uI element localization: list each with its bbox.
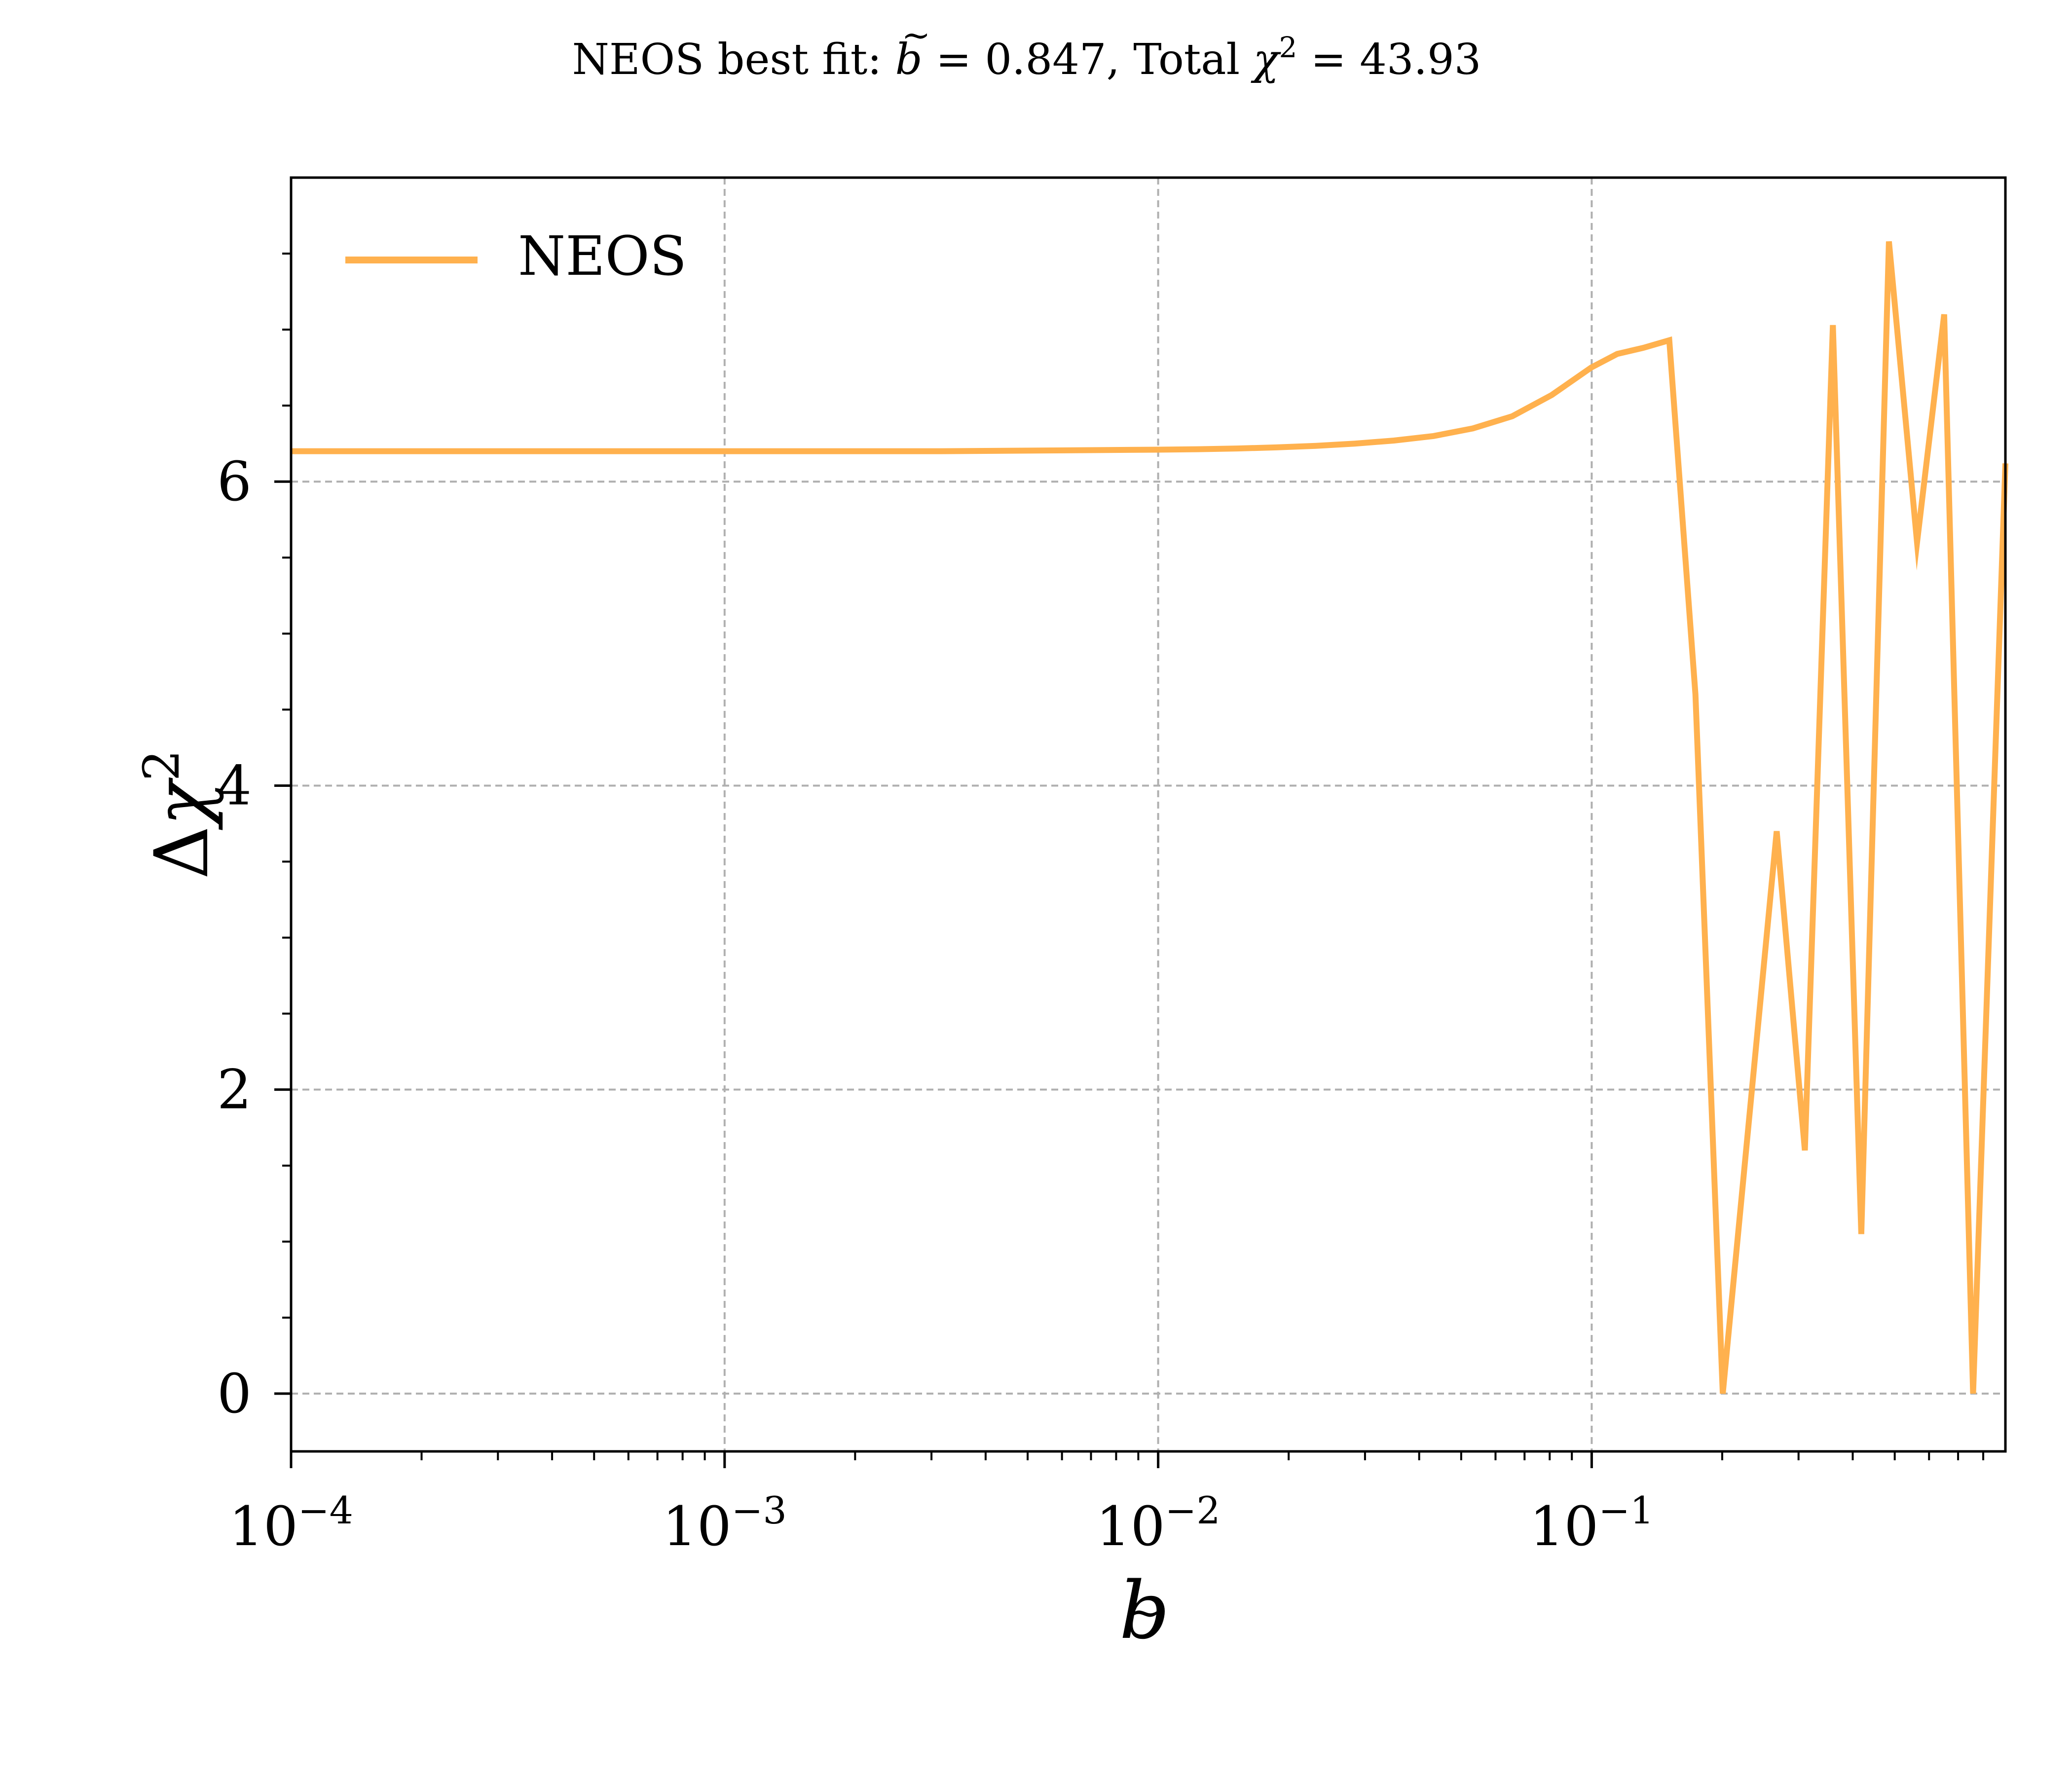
x-tick-label: 10−1 (1529, 1488, 1654, 1558)
x-tick-label: 10−4 (229, 1488, 353, 1558)
x-tick-label: 10−3 (663, 1488, 787, 1558)
chart-title: NEOS best fit: b = 0.847, Total χ2 = 43.… (572, 31, 1481, 84)
axis-ticks (274, 253, 1985, 1468)
series-line-neos (291, 241, 2008, 1394)
series-layer (291, 241, 2008, 1394)
grid-lines (291, 178, 2005, 1451)
y-tick-label: 6 (217, 450, 252, 513)
y-tick-label: 2 (217, 1058, 252, 1121)
legend-label-neos: NEOS (518, 224, 687, 288)
title-b-tilde: ~ (902, 15, 931, 55)
x-axis-label: ~ b (1119, 1564, 1170, 1657)
y-tick-label: 4 (217, 754, 252, 817)
x-tick-label: 10−2 (1096, 1488, 1221, 1558)
y-axis-label: Δχ2 (133, 750, 225, 880)
axis-tick-labels: 10−4 10−3 10−2 10−1 0 2 4 6 (217, 450, 1654, 1558)
y-tick-label: 0 (217, 1362, 252, 1425)
svg-text:Δχ2: Δχ2 (133, 750, 225, 880)
legend: NEOS (345, 224, 687, 288)
plot-frame (290, 176, 2007, 1453)
svg-text:~: ~ (1127, 1588, 1162, 1637)
svg-text:b: b (1119, 1564, 1170, 1657)
